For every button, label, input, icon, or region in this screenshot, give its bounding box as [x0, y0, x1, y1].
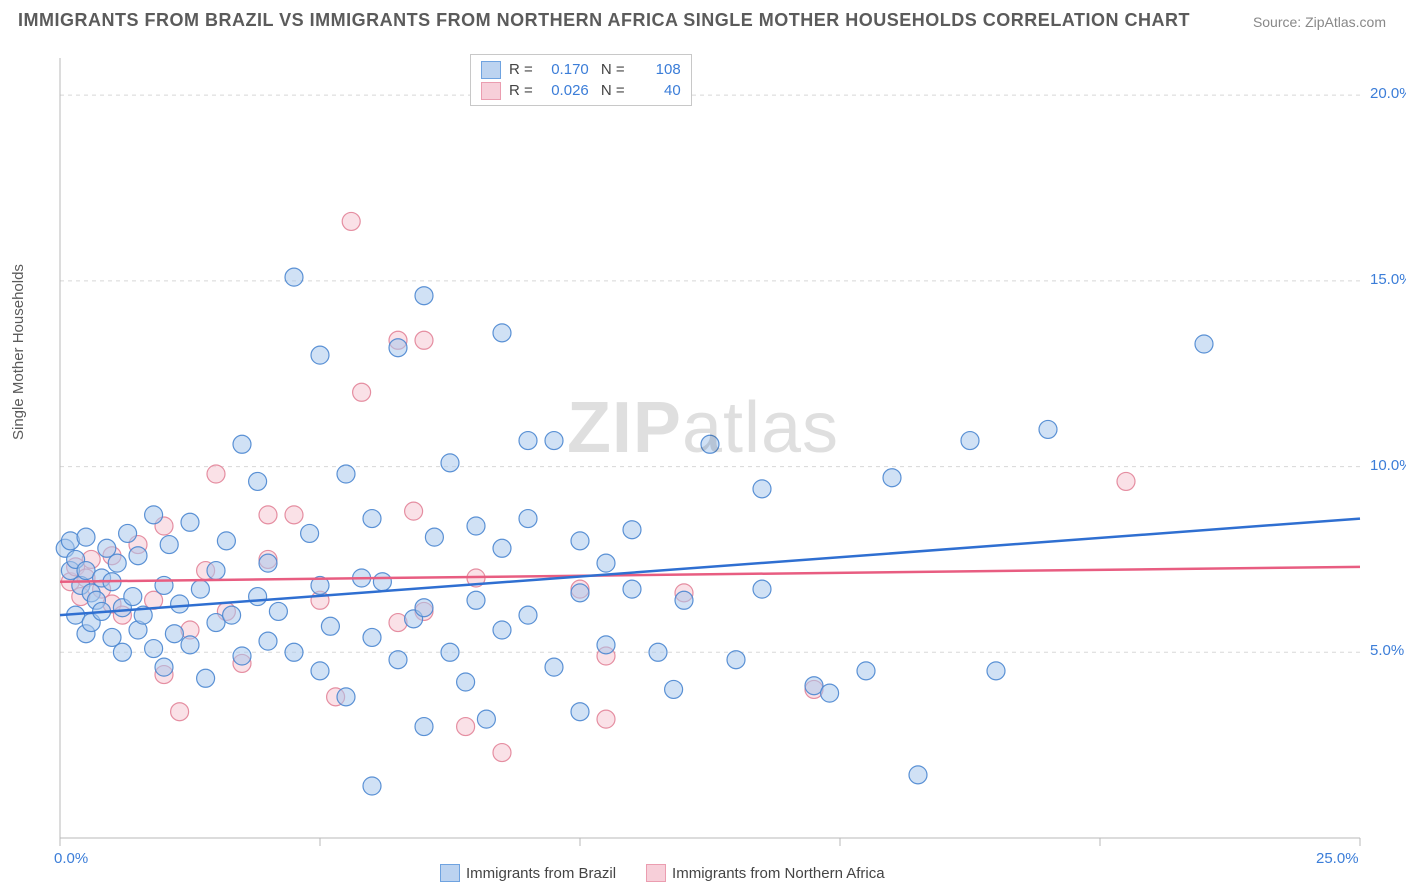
- axis-tick-label: 25.0%: [1316, 850, 1359, 867]
- chart-plot-area: [50, 48, 1380, 848]
- source-attribution: Source: ZipAtlas.com: [1253, 14, 1386, 30]
- axis-tick-label: 5.0%: [1370, 642, 1404, 659]
- series-legend: Immigrants from Brazil Immigrants from N…: [440, 864, 885, 882]
- axis-tick-label: 20.0%: [1370, 85, 1406, 102]
- axis-tick-label: 0.0%: [54, 850, 88, 867]
- legend-swatch-nafrica: [481, 82, 501, 100]
- axis-tick-label: 15.0%: [1370, 271, 1406, 288]
- legend-swatch-brazil-2: [440, 864, 460, 882]
- legend-swatch-brazil: [481, 61, 501, 79]
- correlation-legend-row-1: R = 0.170 N = 108: [481, 59, 681, 80]
- series-legend-item-brazil: Immigrants from Brazil: [440, 864, 616, 882]
- series-legend-item-nafrica: Immigrants from Northern Africa: [646, 864, 885, 882]
- chart-title: IMMIGRANTS FROM BRAZIL VS IMMIGRANTS FRO…: [18, 10, 1190, 31]
- y-axis-title: Single Mother Households: [10, 264, 27, 440]
- correlation-legend: R = 0.170 N = 108 R = 0.026 N = 40: [470, 54, 692, 106]
- legend-swatch-nafrica-2: [646, 864, 666, 882]
- correlation-legend-row-2: R = 0.026 N = 40: [481, 80, 681, 101]
- scatter-plot-svg: [50, 48, 1380, 848]
- axis-tick-label: 10.0%: [1370, 457, 1406, 474]
